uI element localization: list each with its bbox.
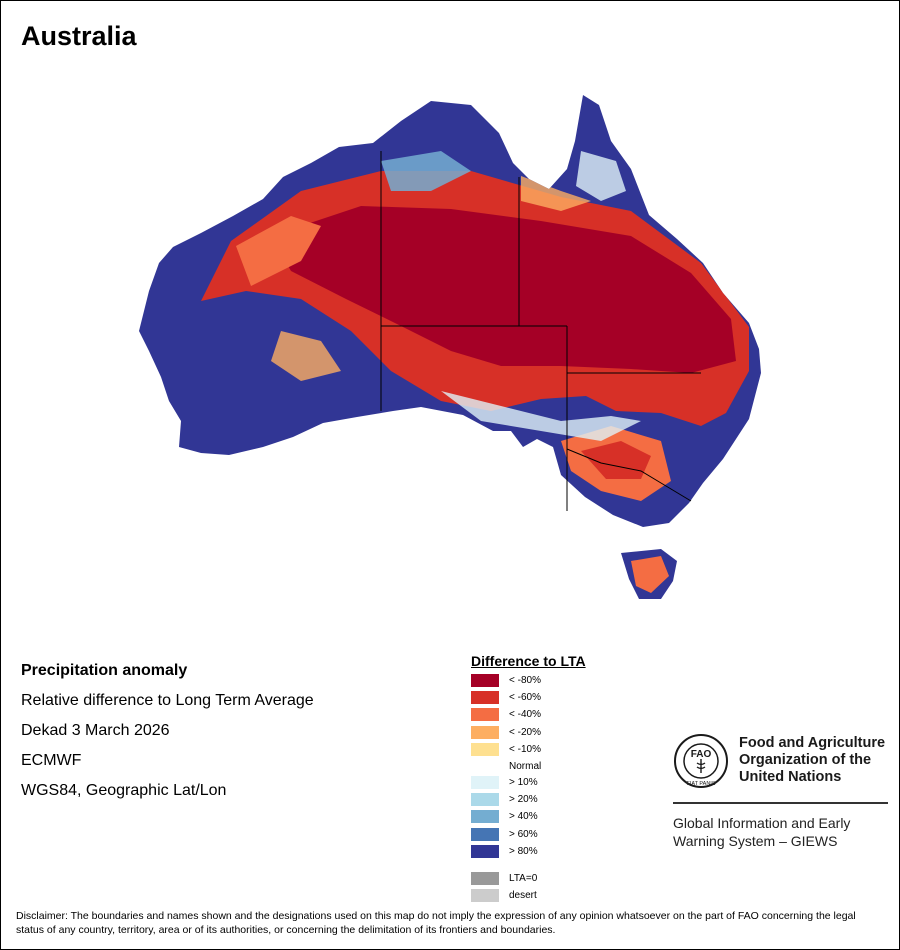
legend-label: > 60% [509, 828, 538, 840]
org-name-line: Organization of the [739, 752, 872, 768]
legend-item: < -10% [471, 742, 586, 760]
legend-item: < -80% [471, 674, 586, 691]
legend-swatch [471, 793, 499, 807]
map-title: Australia [21, 21, 137, 51]
legend-item: > 10% [471, 775, 586, 793]
map-projection: WGS84, Geographic Lat/Lon [21, 782, 227, 799]
legend-item: < -20% [471, 725, 586, 743]
map-subtitle: Relative difference to Long Term Average [21, 692, 314, 709]
legend-swatch [471, 844, 499, 858]
legend-item: > 60% [471, 827, 586, 845]
legend-item: LTA=0 [471, 871, 586, 889]
org-name-line: United Nations [739, 769, 842, 785]
legend-item: < -40% [471, 708, 586, 725]
legend-label: > 10% [509, 776, 538, 788]
giews-line: Warning System – GIEWS [673, 833, 838, 849]
org-name: Food and Agriculture Organization of the… [739, 735, 885, 786]
legend-label: < -80% [509, 675, 541, 686]
legend-swatch [471, 674, 499, 687]
legend-label: LTA=0 [509, 872, 538, 884]
legend-label: > 20% [509, 794, 538, 806]
legend-item: > 80% [471, 844, 586, 862]
legend-label: < -10% [509, 743, 541, 755]
map-period: Dekad 3 March 2026 [21, 722, 170, 739]
legend-swatch [471, 889, 499, 903]
legend-title: Difference to LTA [471, 653, 586, 669]
legend-label: < -60% [509, 692, 541, 704]
data-source: ECMWF [21, 752, 82, 769]
legend-swatch [471, 725, 499, 739]
state-boundaries [380, 151, 701, 511]
legend-swatch [471, 775, 499, 789]
disclaimer: Disclaimer: The boundaries and names sho… [16, 910, 856, 936]
legend-item: > 20% [471, 793, 586, 810]
legend-swatch [471, 871, 499, 885]
legend-swatch [471, 708, 499, 722]
legend-swatch [471, 742, 499, 756]
org-divider [673, 802, 888, 804]
map-info: Precipitation anomaly Relative differenc… [21, 656, 314, 806]
precipitation-anomaly-map [139, 95, 761, 599]
legend-item: > 40% [471, 810, 586, 827]
legend-label: desert [509, 890, 537, 902]
legend-label: > 80% [509, 845, 538, 857]
fao-logo-text: FAO [691, 749, 712, 760]
fao-logo-motto: FIAT PANIS [686, 781, 715, 787]
legend-normal-label: Normal [509, 760, 542, 772]
giews-line: Global Information and Early [673, 815, 851, 831]
org-name-line: Food and Agriculture [739, 735, 886, 751]
anomaly-raster [139, 95, 761, 599]
legend-swatch [471, 827, 499, 841]
legend-swatch [471, 691, 499, 705]
legend-label: < -40% [509, 709, 541, 721]
legend-item: desert [471, 889, 586, 906]
map-heading: Precipitation anomaly [21, 662, 188, 679]
map-legend: Difference to LTA < -80% < -60% < -40% <… [471, 653, 586, 906]
legend-item: < -60% [471, 691, 586, 708]
legend-swatch [471, 810, 499, 824]
giews-name: Global Information and Early Warning Sys… [673, 814, 850, 850]
fao-logo-icon: FAO FIAT PANIS [674, 734, 728, 788]
legend-label: > 40% [509, 811, 538, 823]
legend-normal: Normal [471, 760, 586, 776]
legend-label: < -20% [509, 726, 541, 738]
